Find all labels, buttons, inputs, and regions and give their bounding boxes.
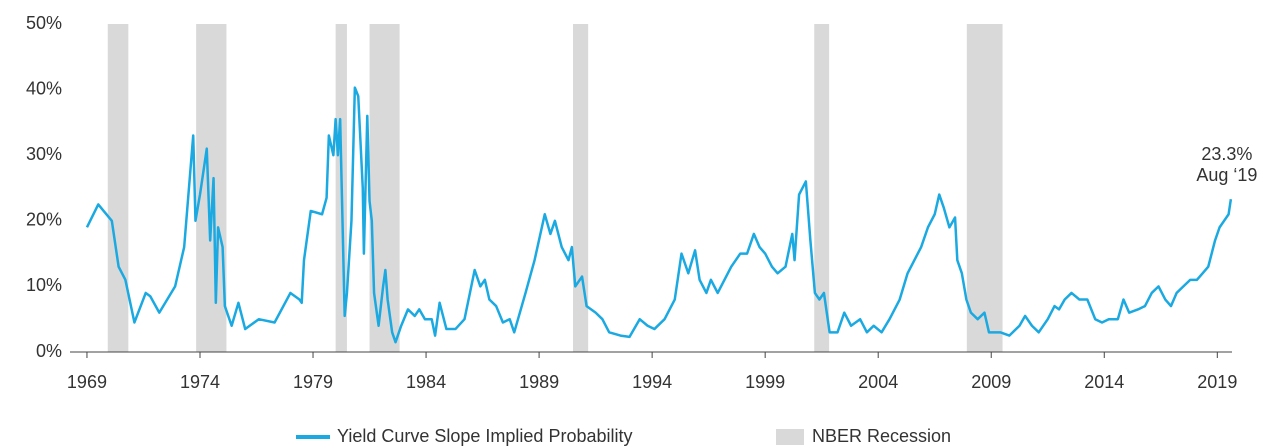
- x-tick-label: 1989: [519, 372, 559, 392]
- annotation: Aug ‘19: [1196, 165, 1257, 185]
- x-tick-label: 2009: [971, 372, 1011, 392]
- legend-label: Yield Curve Slope Implied Probability: [337, 426, 632, 446]
- x-tick-label: 1994: [632, 372, 672, 392]
- y-tick-label: 50%: [26, 13, 62, 33]
- x-tick-label: 1984: [406, 372, 446, 392]
- x-tick-label: 1979: [293, 372, 333, 392]
- annotation: 23.3%: [1201, 144, 1252, 164]
- x-tick-label: 1969: [67, 372, 107, 392]
- recession-band: [369, 24, 400, 352]
- x-tick-label: 1999: [745, 372, 785, 392]
- recession-band: [107, 24, 129, 352]
- legend-label: NBER Recession: [812, 426, 951, 446]
- recession-band: [814, 24, 830, 352]
- y-tick-label: 20%: [26, 210, 62, 230]
- x-tick-label: 2019: [1197, 372, 1237, 392]
- y-tick-label: 10%: [26, 275, 62, 295]
- y-tick-label: 40%: [26, 78, 62, 98]
- y-tick-label: 30%: [26, 144, 62, 164]
- x-tick-label: 1974: [180, 372, 220, 392]
- data-line: [85, 86, 1233, 344]
- x-tick-label: 2004: [858, 372, 898, 392]
- x-tick-label: 2014: [1084, 372, 1124, 392]
- recession-band: [573, 24, 589, 352]
- legend-swatch: [776, 429, 804, 445]
- recession-band: [966, 24, 1003, 352]
- y-tick-label: 0%: [36, 341, 62, 361]
